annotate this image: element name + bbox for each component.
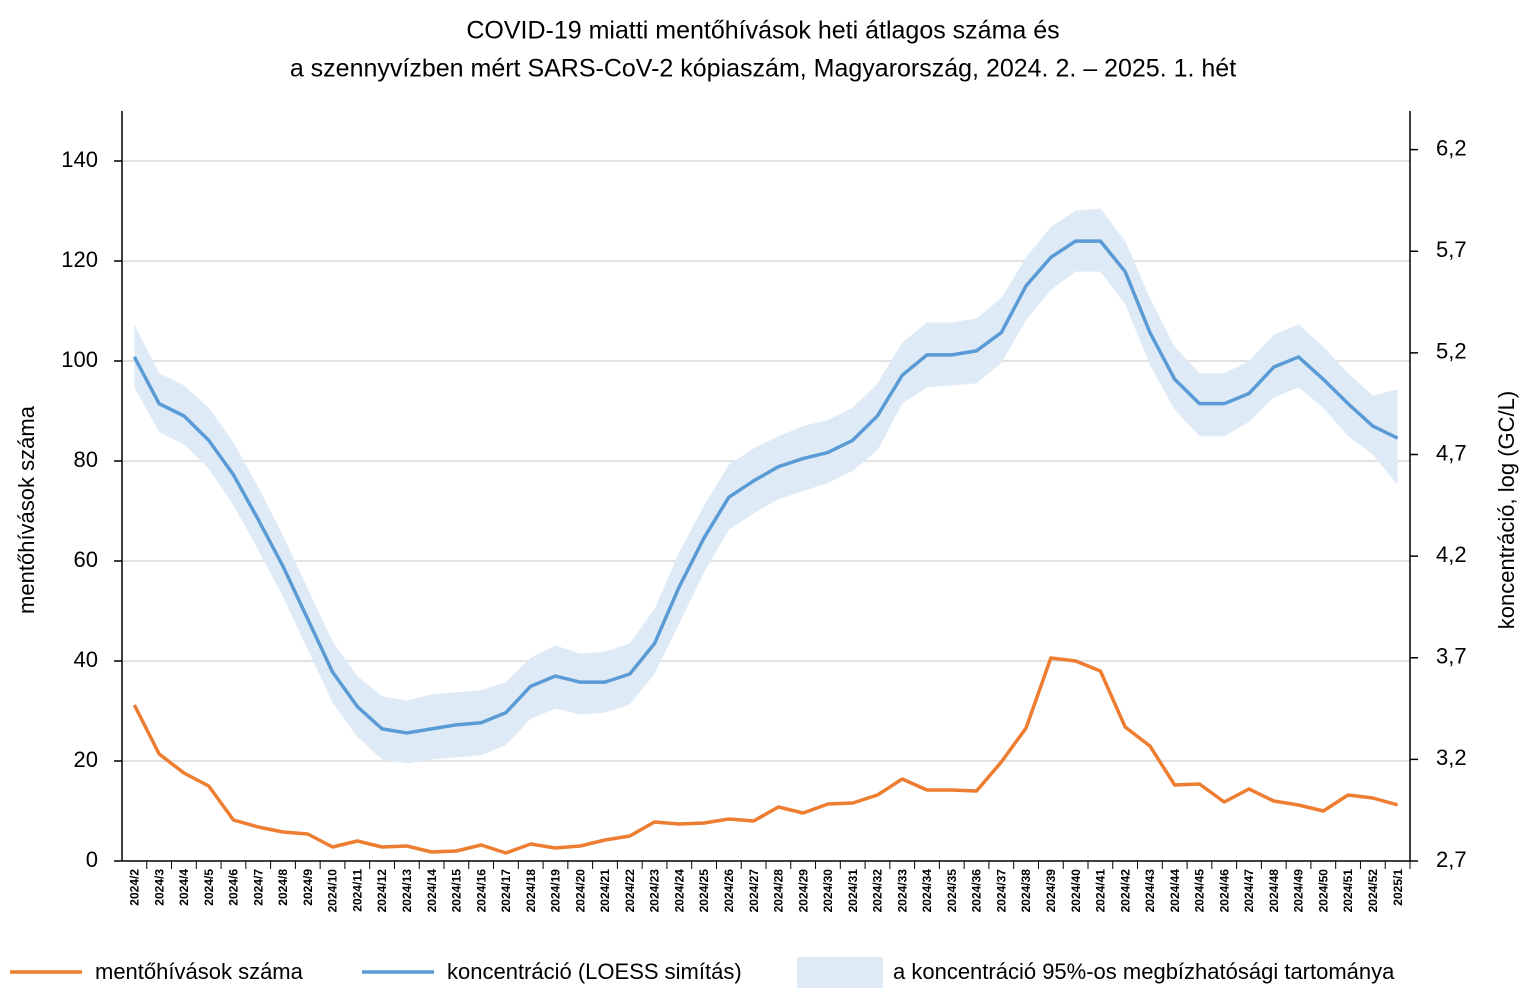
x-tick-label: 2024/35 <box>945 869 959 913</box>
x-tick-label: 2024/52 <box>1366 869 1380 913</box>
x-tick-label: 2024/23 <box>648 869 662 913</box>
confidence-band <box>134 208 1398 764</box>
x-tick-label: 2024/28 <box>772 869 786 913</box>
x-tick-label: 2024/24 <box>672 869 686 913</box>
x-tick-label: 2024/50 <box>1316 869 1330 913</box>
y-tick-label: 80 <box>74 447 98 472</box>
x-tick-label: 2024/10 <box>326 869 340 913</box>
x-tick-label: 2024/21 <box>598 869 612 913</box>
x-tick-label: 2024/30 <box>821 869 835 913</box>
x-tick-label: 2024/41 <box>1094 869 1108 913</box>
x-tick-label: 2024/9 <box>301 869 315 906</box>
x-tick-label: 2024/7 <box>251 869 265 906</box>
x-tick-label: 2024/49 <box>1292 869 1306 913</box>
y2-tick-label: 3,2 <box>1436 745 1467 770</box>
x-tick-label: 2024/36 <box>970 869 984 913</box>
y-tick-label: 140 <box>61 147 98 172</box>
y-axis-label: mentőhívások száma <box>14 405 39 614</box>
x-tick-label: 2024/4 <box>177 869 191 906</box>
x-tick-label: 2024/27 <box>747 869 761 913</box>
x-tick-label: 2024/25 <box>697 869 711 913</box>
x-tick-label: 2025/1 <box>1391 869 1405 906</box>
x-tick-label: 2024/40 <box>1069 869 1083 913</box>
y-tick-label: 0 <box>86 847 98 872</box>
x-tick-label: 2024/11 <box>350 869 364 912</box>
y2-tick-label: 3,7 <box>1436 644 1467 669</box>
y2-axis-label: koncentráció, log (GC/L) <box>1494 391 1519 629</box>
x-tick-label: 2024/3 <box>152 869 166 906</box>
x-tick-label: 2024/33 <box>895 869 909 913</box>
x-tick-label: 2024/44 <box>1168 869 1182 913</box>
y-tick-label: 60 <box>74 547 98 572</box>
y2-tick-label: 6,2 <box>1436 135 1467 160</box>
y2-tick-label: 4,2 <box>1436 542 1467 567</box>
y-tick-label: 20 <box>74 747 98 772</box>
plot <box>132 208 1399 855</box>
y2-tick-label: 2,7 <box>1436 847 1467 872</box>
x-tick-label: 2024/16 <box>474 869 488 913</box>
x-tick-label: 2024/6 <box>227 869 241 906</box>
y2-tick-label: 5,7 <box>1436 237 1467 262</box>
x-tick-label: 2024/17 <box>499 869 513 913</box>
legend: mentőhívások száma koncentráció (LOESS si… <box>10 957 1395 988</box>
x-tick-label: 2024/18 <box>524 869 538 913</box>
x-tick-label: 2024/37 <box>994 869 1008 913</box>
x-tick-label: 2024/51 <box>1341 869 1355 913</box>
y-tick-label: 40 <box>74 647 98 672</box>
x-tick-label: 2024/2 <box>128 869 142 906</box>
y-tick-label: 120 <box>61 247 98 272</box>
y2-tick-label: 5,2 <box>1436 339 1467 364</box>
x-tick-label: 2024/34 <box>920 869 934 913</box>
axes: 0 20 40 60 80 100 120 140 2,7 3,2 3,7 4,2 4,7 5,2 5,7 6… <box>61 111 1467 913</box>
x-tick-label: 2024/45 <box>1193 869 1207 913</box>
legend-label: koncentráció (LOESS simítás) <box>447 959 742 984</box>
legend-label: mentőhívások száma <box>95 959 304 984</box>
x-tick-label: 2024/46 <box>1217 869 1231 913</box>
x-tick-label: 2024/19 <box>549 869 563 913</box>
x-tick-label: 2024/29 <box>796 869 810 913</box>
x-tick-label: 2024/5 <box>202 869 216 906</box>
x-tick-label: 2024/43 <box>1143 869 1157 913</box>
y2-tick-label: 4,7 <box>1436 440 1467 465</box>
x-tick-label: 2024/38 <box>1019 869 1033 913</box>
x-tick-label: 2024/48 <box>1267 869 1281 913</box>
x-tick-label: 2024/47 <box>1242 869 1256 913</box>
x-tick-label: 2024/31 <box>846 869 860 913</box>
legend-label: a koncentráció 95%-os megbízhatósági tar… <box>893 959 1395 984</box>
x-tick-label: 2024/12 <box>375 869 389 913</box>
series-line <box>132 656 1399 855</box>
x-tick-label: 2024/22 <box>623 869 637 913</box>
x-tick-label: 2024/42 <box>1118 869 1132 913</box>
x-tick-label: 2024/39 <box>1044 869 1058 913</box>
x-tick-label: 2024/32 <box>871 869 885 913</box>
series-line <box>132 239 1399 735</box>
legend-swatch <box>797 957 883 988</box>
x-tick-label: 2024/14 <box>425 869 439 913</box>
x-tick-label: 2024/26 <box>722 869 736 913</box>
x-tick-label: 2024/13 <box>400 869 414 913</box>
x-tick-label: 2024/15 <box>450 869 464 913</box>
x-tick-label: 2024/20 <box>573 869 587 913</box>
x-tick-label: 2024/8 <box>276 869 290 906</box>
chart-title: a szennyvízben mért SARS-CoV-2 kópiaszám… <box>290 55 1236 83</box>
y-tick-label: 100 <box>61 347 98 372</box>
chart-title: COVID-19 miatti mentőhívások heti átlago… <box>466 17 1059 45</box>
